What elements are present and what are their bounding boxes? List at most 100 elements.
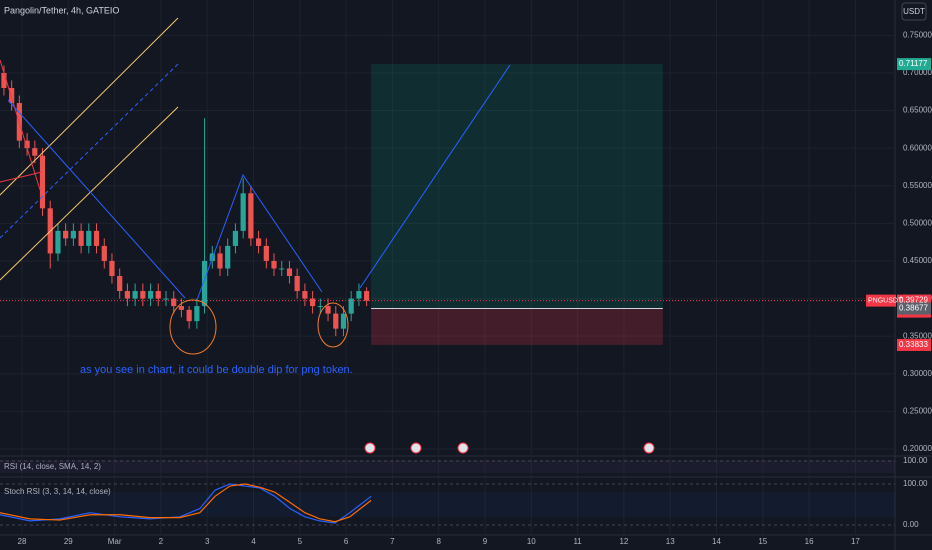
y-tick-label: 0.30000	[903, 369, 932, 378]
candle-body	[1, 72, 7, 88]
channel-line	[0, 106, 179, 281]
x-tick-label: 9	[483, 537, 488, 546]
event-icons	[364, 442, 655, 454]
channel-line	[0, 17, 179, 196]
chart-title: Pangolin/Tether, 4h, GATEIO	[4, 5, 119, 15]
x-tick-label: 15	[758, 537, 767, 546]
candle-body	[240, 193, 246, 231]
candle-body	[9, 87, 15, 104]
candle-body	[70, 230, 76, 239]
target-price-label-bg	[897, 58, 931, 71]
candle-body	[333, 313, 339, 329]
rsi-tick-label: 100.00	[903, 456, 928, 465]
y-tick-label: 0.50000	[903, 218, 932, 227]
candle-body	[63, 230, 69, 239]
candle-body	[117, 276, 123, 292]
x-tick-label: Mar	[108, 537, 122, 546]
candle-body	[248, 193, 254, 239]
marks	[0, 0, 895, 535]
event-icon	[643, 442, 655, 454]
x-tick-label: 17	[851, 537, 860, 546]
candle-body	[124, 291, 131, 299]
x-tick-label: 5	[298, 537, 303, 546]
candle-body	[356, 291, 362, 299]
rsi-band	[0, 460, 895, 473]
candle-body	[186, 309, 192, 322]
circle-highlight	[317, 302, 349, 348]
event-icon	[457, 442, 469, 454]
x-tick-label: 6	[344, 537, 349, 546]
x-tick-label: 28	[18, 537, 27, 546]
candle-body	[39, 155, 46, 209]
x-tick-label: 7	[390, 537, 395, 546]
candle-body	[271, 260, 277, 269]
stoch-line	[0, 483, 372, 523]
y-tick-label: 0.65000	[903, 106, 932, 115]
candle-body	[348, 298, 354, 314]
y-tick-label: 0.20000	[903, 444, 932, 453]
x-tick-label: 4	[251, 537, 256, 546]
y-tick-label: 0.55000	[903, 181, 932, 190]
candle-body	[109, 260, 115, 277]
candle-body	[286, 268, 293, 277]
candle-body	[302, 291, 308, 299]
candle-body	[340, 313, 347, 329]
y-tick-label: 0.60000	[903, 143, 932, 152]
candle-body	[225, 245, 231, 269]
loss-zone	[371, 308, 663, 345]
candle-body	[163, 298, 169, 300]
entry-price-label: 0.38677	[899, 304, 928, 313]
event-icon	[410, 442, 422, 454]
y-tick-label: 0.45000	[903, 256, 932, 265]
y-tick-label: 0.75000	[903, 30, 932, 39]
stop-price-label: 0.33833	[899, 340, 928, 349]
candle-body	[364, 291, 370, 301]
candle-body	[294, 276, 300, 292]
candle-body	[86, 230, 92, 246]
candle-body	[155, 291, 161, 299]
x-tick-label: 8	[436, 537, 441, 546]
x-tick-label: 14	[712, 537, 721, 546]
candle-body	[132, 291, 138, 299]
red-line	[0, 59, 41, 191]
x-tick-label: 16	[805, 537, 814, 546]
entry-price-label-bg	[897, 302, 931, 315]
y-tick-label: 0.35000	[903, 331, 932, 340]
stoch-tick-label: 100.00	[903, 479, 928, 488]
y-tick-label: 0.70000	[903, 68, 932, 77]
candle-body	[279, 268, 285, 270]
symbol-label: PNGUSDT	[868, 297, 903, 304]
x-tick-label: 2	[159, 537, 164, 546]
x-tick-label: 3	[205, 537, 210, 546]
stoch-band	[0, 492, 895, 517]
circle-highlight	[169, 299, 217, 355]
stoch-title: Stoch RSI (3, 3, 14, 14, close)	[4, 487, 111, 496]
candle-body	[217, 253, 223, 269]
currency-button[interactable]	[901, 2, 927, 21]
candle-body	[171, 298, 177, 307]
candle-body	[55, 230, 61, 254]
candle-body	[101, 245, 107, 261]
x-tick-label: 13	[666, 537, 675, 546]
candle-body	[24, 140, 30, 149]
drawings	[0, 17, 511, 355]
candle-body	[325, 306, 331, 314]
y-tick-label: 0.25000	[903, 406, 932, 415]
event-icon	[364, 442, 376, 454]
candle-body	[255, 238, 262, 246]
currency-label[interactable]: USDT	[903, 7, 925, 16]
candle-body	[232, 230, 239, 246]
last-price-label: 0.39729	[899, 296, 928, 305]
candle-body	[263, 245, 269, 261]
candle-body	[140, 291, 146, 299]
trend-line	[7, 99, 186, 299]
candle-body	[147, 291, 154, 299]
candle-body	[317, 306, 323, 308]
rsi-title: RSI (14, close, SMA, 14, 2)	[4, 462, 101, 471]
red-line	[0, 171, 43, 183]
profit-zone	[371, 64, 663, 309]
symbol-bg	[866, 294, 896, 307]
annotation: as you see in chart, it could be double …	[80, 364, 353, 376]
